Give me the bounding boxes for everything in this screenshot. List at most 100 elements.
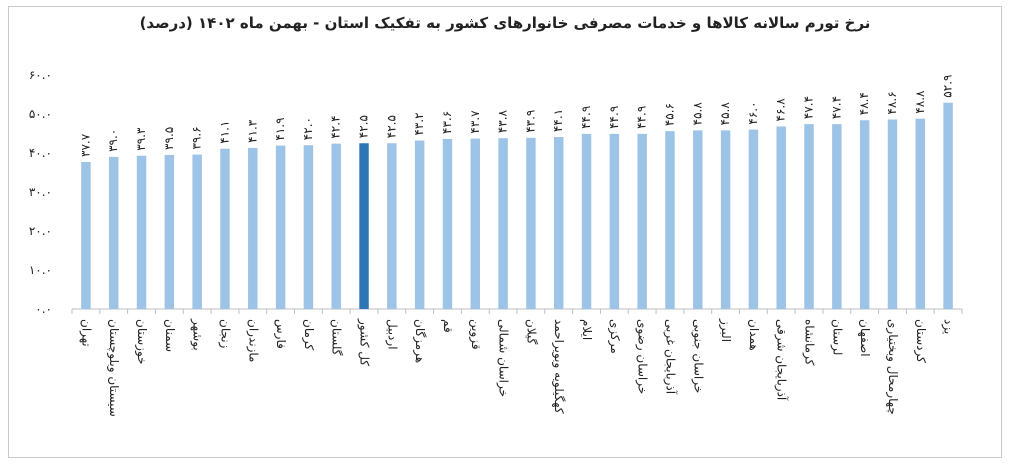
bar bbox=[943, 102, 953, 309]
y-tick-label: ۰.۰ bbox=[35, 302, 52, 316]
bar bbox=[108, 156, 119, 309]
value-label: ۴۷.۴ bbox=[829, 96, 843, 119]
value-label: ۴۵.۸ bbox=[718, 102, 732, 126]
value-label: ۴۳.۶ bbox=[440, 111, 454, 134]
category-label: مرکزی bbox=[607, 319, 622, 354]
category-label: قزوین bbox=[468, 319, 483, 350]
bar bbox=[526, 137, 536, 309]
bar bbox=[192, 154, 202, 309]
category-label: یزد bbox=[941, 319, 956, 334]
value-label: ۴۲.۰ bbox=[301, 117, 315, 140]
category-label: خراسان رضوی bbox=[635, 319, 650, 394]
value-label: ۳۹.۶ bbox=[190, 126, 204, 149]
category-label: کرمان bbox=[301, 319, 316, 351]
value-label: ۴۱.۹ bbox=[273, 117, 287, 140]
y-tick-label: ۵۰.۰ bbox=[29, 107, 52, 121]
value-label: ۴۱.۳ bbox=[245, 119, 259, 143]
value-label: ۴۳.۷ bbox=[468, 110, 482, 134]
category-label: سیستان وبلوچستان bbox=[106, 319, 121, 417]
bar bbox=[303, 145, 314, 309]
bar bbox=[387, 143, 397, 309]
category-label: هرمزگان bbox=[412, 319, 427, 363]
category-label: خوزستان bbox=[134, 319, 149, 365]
category-label: فارس bbox=[273, 319, 288, 349]
category-label: بوشهر bbox=[190, 318, 205, 351]
value-label: ۴۵.۸ bbox=[690, 102, 704, 126]
category-label: ایلام bbox=[580, 319, 594, 340]
value-label: ۴۶.۸ bbox=[774, 98, 788, 122]
bar bbox=[470, 138, 481, 309]
category-label: کردستان bbox=[913, 319, 928, 363]
bar bbox=[859, 120, 870, 310]
bar bbox=[136, 155, 147, 309]
bar bbox=[164, 154, 175, 309]
category-label: همدان bbox=[747, 319, 761, 351]
value-label: ۴۴.۹ bbox=[579, 106, 593, 129]
bar bbox=[915, 118, 926, 310]
value-label: ۳۹.۰ bbox=[106, 129, 120, 152]
bar bbox=[331, 143, 341, 309]
category-label: گلستان bbox=[330, 319, 344, 356]
bar bbox=[748, 129, 759, 309]
y-tick-label: ۶۰.۰ bbox=[29, 68, 52, 82]
bar bbox=[498, 138, 508, 309]
bar bbox=[248, 147, 258, 309]
value-label: ۴۲.۴ bbox=[329, 115, 343, 138]
category-label: گیلان bbox=[524, 319, 538, 345]
bar bbox=[81, 161, 91, 309]
value-label: ۴۸.۶ bbox=[885, 91, 899, 114]
value-label: ۴۴.۹ bbox=[607, 106, 621, 129]
value-label: ۴۸.۸ bbox=[913, 90, 927, 114]
bar bbox=[832, 124, 842, 309]
category-label: کل کشور bbox=[357, 318, 372, 366]
bar bbox=[220, 148, 230, 309]
bar bbox=[637, 133, 647, 309]
value-label: ۳۹.۵ bbox=[162, 127, 176, 150]
y-tick-label: ۱۰.۰ bbox=[29, 263, 52, 277]
bar bbox=[665, 131, 675, 309]
value-label: ۴۳.۲ bbox=[412, 112, 426, 135]
value-label: ۴۲.۵ bbox=[357, 115, 371, 138]
category-label: البرز bbox=[718, 318, 733, 342]
category-label: خراسان شمالی bbox=[496, 319, 511, 397]
y-tick-label: ۳۰.۰ bbox=[29, 185, 52, 199]
category-label: اردبیل bbox=[384, 319, 399, 350]
value-label: ۴۷.۴ bbox=[802, 96, 816, 119]
category-label: کهگیلویه وبویراحمد bbox=[551, 319, 566, 414]
bar bbox=[581, 133, 592, 309]
category-label: آذربایجان شرقی bbox=[774, 319, 790, 401]
bar bbox=[693, 130, 703, 309]
category-label: مازندران bbox=[245, 319, 260, 362]
category-label: تهران bbox=[78, 319, 93, 347]
bar bbox=[414, 140, 425, 309]
value-label: ۴۴.۱ bbox=[551, 109, 565, 132]
bar bbox=[720, 130, 731, 309]
value-label: ۴۵.۶ bbox=[662, 103, 676, 126]
bar bbox=[609, 133, 620, 309]
category-label: خراسان جنوبی bbox=[690, 319, 705, 393]
value-label: ۴۳.۹ bbox=[523, 110, 537, 133]
bar bbox=[275, 145, 286, 309]
category-label: قم bbox=[441, 319, 455, 333]
bar bbox=[359, 143, 369, 309]
value-label: ۴۲.۵ bbox=[384, 115, 398, 138]
value-label: ۳۹.۳ bbox=[134, 127, 148, 151]
value-label: ۴۴.۹ bbox=[635, 106, 649, 129]
value-label: ۵۲.۹ bbox=[941, 75, 955, 98]
category-label: آذربایجان غربی bbox=[662, 319, 678, 395]
bar bbox=[804, 124, 814, 309]
category-label: زنجان bbox=[217, 319, 232, 349]
bar bbox=[553, 137, 564, 309]
value-label: ۴۶.۰ bbox=[746, 101, 760, 124]
y-tick-label: ۲۰.۰ bbox=[29, 224, 52, 238]
category-label: چهارمحال وبختیاری bbox=[885, 319, 900, 415]
value-label: ۴۱.۱ bbox=[217, 121, 231, 144]
category-label: کرمانشاه bbox=[802, 319, 817, 366]
value-label: ۴۸.۴ bbox=[857, 92, 871, 115]
category-label: سمنان bbox=[163, 319, 177, 352]
category-label: اصفهان bbox=[858, 319, 872, 357]
value-label: ۴۳.۸ bbox=[496, 109, 510, 133]
value-label: ۳۷.۷ bbox=[78, 133, 92, 157]
y-tick-label: ۴۰.۰ bbox=[29, 146, 52, 160]
